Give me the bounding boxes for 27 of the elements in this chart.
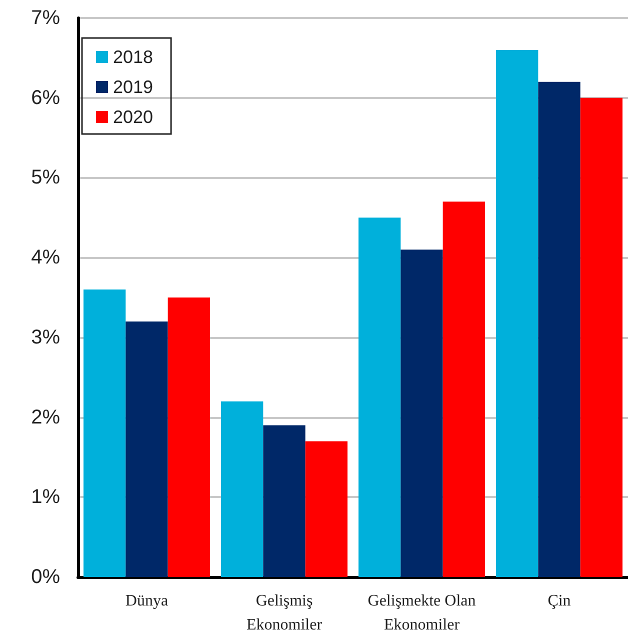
bar [263, 425, 306, 577]
bar [400, 250, 443, 577]
x-tick-label: Gelişmiş Ekonomiler [246, 592, 323, 634]
y-tick-label: 7% [31, 7, 60, 29]
bar [580, 98, 622, 577]
bar [358, 218, 401, 577]
bar [305, 441, 348, 577]
y-tick-label: 1% [31, 486, 60, 508]
bar [126, 321, 168, 577]
y-tick-label: 3% [31, 326, 60, 348]
y-tick-label: 5% [31, 166, 60, 189]
bar [168, 298, 210, 577]
bar [84, 290, 126, 577]
x-tick-label: Dünya [125, 592, 168, 610]
y-tick-label: 6% [31, 86, 60, 109]
y-tick-label: 2% [31, 406, 60, 428]
bar [221, 401, 264, 577]
legend-label: 2019 [113, 77, 154, 97]
bar [496, 50, 538, 577]
legend-label: 2020 [113, 107, 154, 127]
y-tick-label: 4% [31, 246, 60, 269]
x-tick-label: Gelişmekte Olan Ekonomiler [368, 592, 476, 634]
y-tick-label: 0% [31, 566, 60, 588]
bar [538, 82, 580, 577]
x-tick-label: Çin [548, 592, 571, 610]
bar [442, 202, 485, 577]
legend-label: 2018 [113, 47, 154, 67]
